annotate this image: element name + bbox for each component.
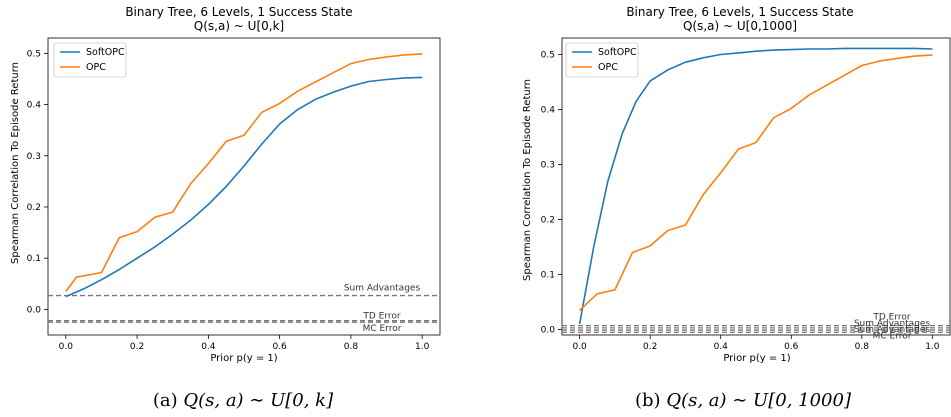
caption-a-formula: Q(s, a) ∼ U[0, k] xyxy=(183,390,334,411)
chart-a-xtick-label-0: 0.0 xyxy=(59,342,74,352)
chart-a-legend-softopc: SoftOPC xyxy=(86,47,125,58)
chart-b-legend-softopc: SoftOPC xyxy=(598,47,637,58)
chart-b-xtick-label-5: 1.0 xyxy=(925,342,940,352)
chart-b-series-opc-line xyxy=(579,54,933,311)
chart-b-plot-area xyxy=(561,37,951,336)
chart-a-series-opc-line xyxy=(65,53,423,292)
chart-b-series xyxy=(578,47,933,325)
chart-b-ytick-label-4: 0.4 xyxy=(541,106,556,116)
chart-a-ylabel: Spearman Correlation To Episode Return xyxy=(10,62,21,264)
chart-a-refline-label-0: Sum Advantages xyxy=(344,284,421,294)
caption-a: (a) Q(s, a) ∼ U[0, k] xyxy=(153,390,334,411)
chart-a-ytick-label-5: 0.5 xyxy=(27,49,41,59)
chart-a-title: Binary Tree, 6 Levels, 1 Success State xyxy=(125,5,352,19)
chart-b-title: Binary Tree, 6 Levels, 1 Success State xyxy=(626,5,853,19)
chart-a-legend: SoftOPC OPC xyxy=(53,42,127,78)
chart-b-xtick-label-2: 0.4 xyxy=(714,342,729,352)
chart-a-reference-lines: Sum Advantages TD Error MC Error xyxy=(48,284,440,334)
chart-a-legend-opc: OPC xyxy=(86,62,106,73)
chart-b-ytick-label-2: 0.2 xyxy=(541,216,555,226)
chart-a-xtick-label-2: 0.4 xyxy=(201,342,216,352)
chart-b-refline-label-2: Sum Advantages xyxy=(854,325,931,335)
chart-a-xtick-label-4: 0.8 xyxy=(344,342,359,352)
chart-b-series-softopc-line xyxy=(578,47,933,325)
caption-b-formula: Q(s, a) ∼ U[0, 1000] xyxy=(666,390,852,411)
chart-b-legend-opc: OPC xyxy=(598,62,618,73)
chart-b-ylabel-wrap: Spearman Correlation To Episode Return xyxy=(522,79,533,281)
chart-b-yticks: 0.0 0.1 0.2 0.3 0.4 0.5 xyxy=(541,51,562,336)
chart-a-xtick-label-1: 0.2 xyxy=(130,342,144,352)
chart-a: Binary Tree, 6 Levels, 1 Success State Q… xyxy=(10,5,441,364)
chart-b-refline-label-1: Sum Advantages xyxy=(854,319,931,329)
chart-b-ylabel: Spearman Correlation To Episode Return xyxy=(522,79,533,281)
chart-a-refline-label-2: MC Error xyxy=(363,324,402,334)
chart-a-subtitle: Q(s,a) ~ U[0,k] xyxy=(194,19,284,33)
chart-b-xticks: 0.0 0.2 0.4 0.6 0.8 1.0 xyxy=(572,335,940,352)
chart-b-ytick-label-0: 0.0 xyxy=(541,326,556,336)
chart-b-refline-label-3: MC Error xyxy=(873,331,912,341)
chart-b-ytick-label-3: 0.3 xyxy=(541,161,555,171)
chart-b-xtick-label-4: 0.8 xyxy=(855,342,870,352)
chart-a-xticks: 0.0 0.2 0.4 0.6 0.8 1.0 xyxy=(59,335,430,352)
chart-a-ytick-label-3: 0.3 xyxy=(27,152,41,162)
chart-a-xtick-label-5: 1.0 xyxy=(415,342,430,352)
chart-a-ytick-label-0: 0.0 xyxy=(27,305,42,315)
chart-b-ytick-label-5: 0.5 xyxy=(541,51,555,61)
chart-b-refline-label-0: TD Error xyxy=(872,313,911,323)
chart-b-xtick-label-3: 0.6 xyxy=(784,342,799,352)
chart-a-xlabel: Prior p(y = 1) xyxy=(210,353,277,364)
chart-a-series-softopc-line xyxy=(65,76,423,298)
chart-b-xlabel: Prior p(y = 1) xyxy=(723,353,790,364)
chart-a-yticks: 0.0 0.1 0.2 0.3 0.4 0.5 xyxy=(27,49,48,315)
chart-b-ytick-label-1: 0.1 xyxy=(541,271,555,281)
chart-b-xtick-label-1: 0.2 xyxy=(643,342,657,352)
chart-a-plot-area xyxy=(47,37,441,336)
caption-b: (b) Q(s, a) ∼ U[0, 1000] xyxy=(635,390,852,411)
chart-b-subtitle: Q(s,a) ~ U[0,1000] xyxy=(683,19,797,33)
chart-a-ytick-label-1: 0.1 xyxy=(27,254,41,264)
chart-a-ytick-label-4: 0.4 xyxy=(27,101,42,111)
chart-b-legend: SoftOPC OPC xyxy=(565,42,639,78)
chart-a-xtick-label-3: 0.6 xyxy=(272,342,287,352)
chart-b: Binary Tree, 6 Levels, 1 Success State Q… xyxy=(522,5,951,364)
chart-a-refline-label-1: TD Error xyxy=(362,312,401,322)
chart-b-xtick-label-0: 0.0 xyxy=(572,342,587,352)
chart-a-ytick-label-2: 0.2 xyxy=(27,203,41,213)
caption-a-prefix: (a) xyxy=(153,390,184,411)
chart-a-ylabel-wrap: Spearman Correlation To Episode Return xyxy=(10,62,21,264)
chart-a-series xyxy=(65,53,423,298)
caption-b-prefix: (b) xyxy=(635,390,666,411)
